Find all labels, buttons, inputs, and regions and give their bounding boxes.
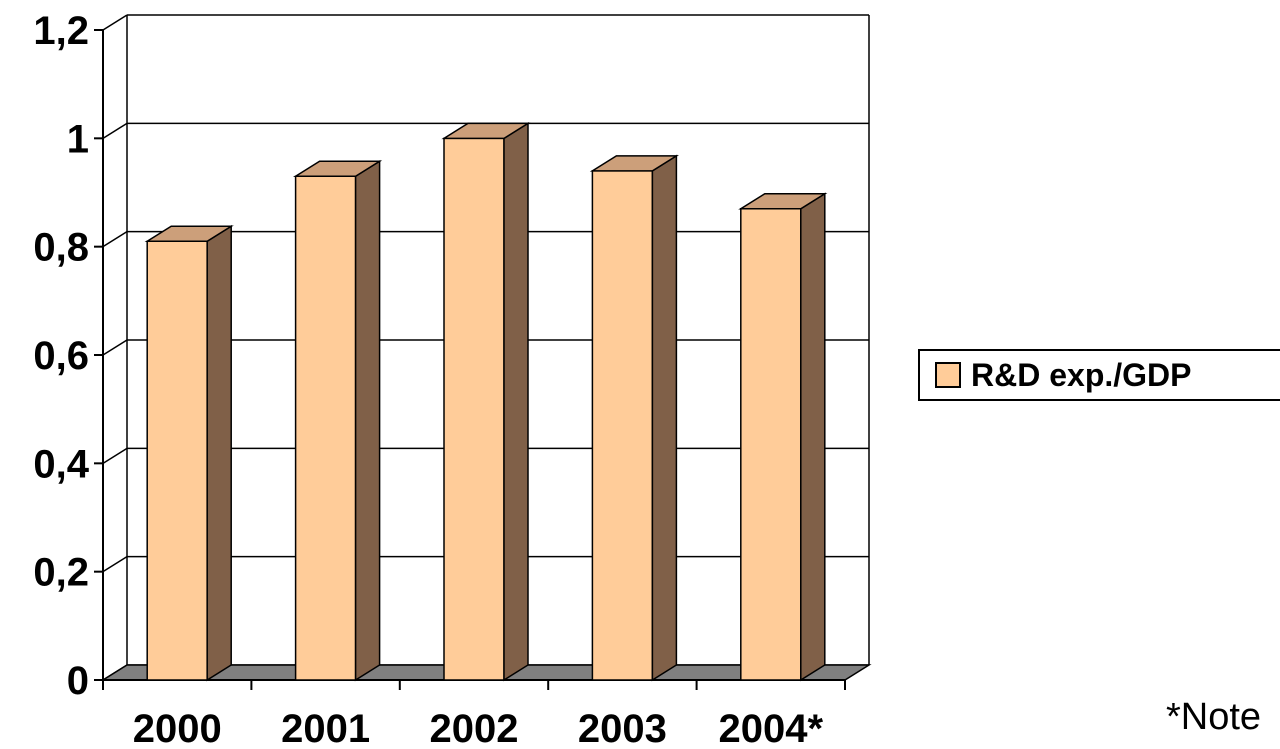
legend-label: R&D exp./GDP bbox=[971, 356, 1192, 393]
legend-swatch bbox=[935, 362, 961, 388]
bar-top bbox=[589, 155, 680, 172]
chart-legend: R&D exp./GDP bbox=[918, 349, 1280, 401]
bar-front bbox=[443, 137, 505, 681]
y-tick-label: 1,2 bbox=[33, 9, 89, 53]
gridline-connector bbox=[102, 339, 128, 356]
bar-side bbox=[503, 121, 529, 682]
bar-top bbox=[144, 225, 234, 242]
bar-front bbox=[591, 170, 654, 681]
y-tick-label: 1 bbox=[67, 117, 89, 161]
y-tick-label: 0,2 bbox=[33, 551, 89, 595]
footnote: *Note bbox=[1166, 696, 1262, 738]
x-category-label: 2002 bbox=[430, 707, 519, 749]
bar-front bbox=[294, 175, 357, 681]
bar-top bbox=[292, 160, 383, 177]
x-category-label: 2000 bbox=[133, 707, 222, 749]
y-tick-label: 0 bbox=[67, 659, 89, 703]
y-tick-label: 0,8 bbox=[33, 226, 89, 270]
bar-side bbox=[354, 159, 381, 682]
gridline-connector bbox=[102, 122, 128, 139]
x-category-label: 2004* bbox=[719, 707, 824, 749]
gridline-connector bbox=[102, 556, 128, 573]
x-category-label: 2001 bbox=[281, 707, 370, 749]
bar-front bbox=[740, 208, 802, 681]
y-tick-label: 0,4 bbox=[33, 442, 89, 486]
bar-top bbox=[738, 193, 828, 210]
bar-side bbox=[800, 192, 826, 682]
bar-side bbox=[651, 154, 678, 682]
y-tick-label: 0,6 bbox=[33, 334, 89, 378]
x-category-label: 2003 bbox=[578, 707, 667, 749]
gridline-connector bbox=[102, 14, 128, 31]
gridline-connector bbox=[102, 231, 128, 248]
bar-top bbox=[441, 122, 531, 140]
bar-side bbox=[206, 224, 232, 682]
gridline-connector bbox=[102, 447, 128, 464]
bar-front bbox=[146, 240, 208, 681]
